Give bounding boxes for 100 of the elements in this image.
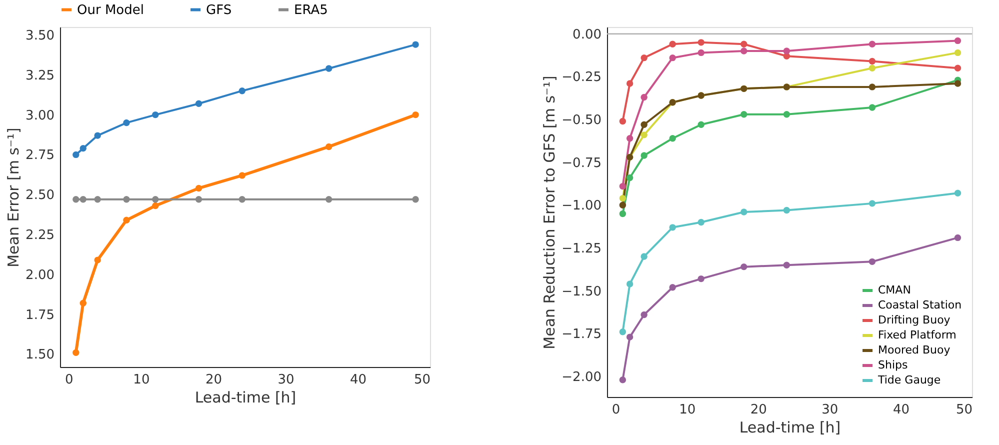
x-axis-title: Lead-time [h] (739, 418, 841, 436)
point (740, 111, 748, 118)
point (619, 210, 626, 218)
point (640, 94, 648, 101)
y-tick-label: 2.50 (26, 188, 54, 204)
y-tick-label: 0.00 (572, 27, 602, 42)
legend-label: Moored Buoy (878, 344, 951, 356)
point (868, 40, 876, 48)
point (80, 196, 86, 203)
point (640, 253, 648, 260)
point (669, 224, 676, 231)
legend-label: CMAN (878, 284, 911, 296)
legend-label: Tide Gauge (877, 374, 941, 386)
point (740, 40, 748, 48)
y-tick-label: 2.00 (26, 268, 54, 283)
y-tick-label: 1.50 (26, 348, 54, 363)
x-axis-title: Lead-time [h] (194, 388, 296, 406)
legend-label: Our Model (77, 2, 144, 18)
point (626, 174, 634, 182)
point (412, 196, 419, 203)
x-tick-label: 50 (956, 402, 972, 418)
point (868, 84, 876, 90)
point (669, 134, 676, 142)
point (783, 111, 790, 118)
y-tick-label: −1.75 (562, 327, 602, 342)
point (195, 196, 202, 203)
point (783, 206, 790, 214)
point (669, 54, 676, 62)
point (640, 132, 648, 138)
point (698, 275, 704, 282)
point (783, 262, 790, 268)
point (626, 80, 634, 87)
point (868, 64, 876, 72)
y-tick-label: −1.00 (562, 198, 602, 214)
x-tick-label: 20 (750, 402, 767, 418)
y-tick-label: 2.25 (26, 228, 54, 244)
point (669, 40, 676, 48)
y-tick-label: −0.75 (562, 156, 602, 171)
y-tick-label: −1.50 (562, 284, 602, 300)
point (72, 196, 80, 203)
legend-label: Coastal Station (878, 298, 962, 312)
point (325, 65, 332, 72)
point (626, 134, 634, 142)
point (195, 184, 202, 192)
y-tick-label: −2.00 (562, 370, 602, 385)
point (954, 234, 962, 242)
point (94, 256, 101, 264)
point (238, 88, 246, 94)
point (640, 121, 648, 128)
point (954, 37, 962, 44)
y-tick-label: −0.50 (562, 113, 602, 128)
point (619, 182, 626, 190)
point (152, 111, 159, 118)
y-axis-title: Mean Reduction Error to GFS [m s⁻¹] (540, 76, 559, 350)
point (626, 334, 634, 340)
legend-label: Ships (878, 358, 908, 372)
point (325, 143, 332, 150)
point (698, 218, 704, 226)
x-tick-label: 0 (612, 402, 620, 418)
point (412, 111, 419, 118)
point (640, 311, 648, 318)
point (619, 376, 626, 384)
x-tick-label: 30 (278, 372, 294, 388)
x-tick-label: 20 (205, 372, 222, 388)
point (412, 41, 419, 48)
point (238, 172, 246, 179)
point (740, 48, 748, 54)
point (72, 349, 80, 356)
point (80, 300, 86, 306)
x-tick-label: 10 (133, 372, 150, 388)
point (238, 196, 246, 203)
point (94, 132, 101, 139)
point (698, 121, 704, 128)
y-tick-label: 3.00 (26, 108, 54, 124)
y-tick-label: 2.75 (26, 148, 54, 164)
x-tick-label: 50 (414, 372, 430, 388)
y-tick-label: 3.50 (26, 28, 54, 44)
x-tick-label: 0 (65, 372, 74, 388)
x-tick-label: 10 (679, 402, 696, 418)
point (868, 258, 876, 266)
point (123, 216, 130, 224)
x-tick-label: 40 (350, 372, 367, 388)
point (669, 284, 676, 291)
point (619, 194, 626, 202)
point (698, 49, 704, 56)
point (195, 100, 202, 107)
point (123, 196, 130, 203)
legend-label: Fixed Platform (878, 328, 956, 342)
point (954, 190, 962, 197)
y-tick-label: 3.25 (26, 68, 54, 84)
point (954, 80, 962, 87)
y-tick-label: −1.25 (562, 241, 602, 256)
point (626, 280, 634, 288)
y-tick-label: 1.75 (26, 308, 54, 323)
x-tick-label: 40 (892, 402, 910, 418)
point (783, 48, 790, 54)
point (640, 152, 648, 159)
point (640, 54, 648, 62)
point (868, 104, 876, 111)
point (868, 200, 876, 207)
